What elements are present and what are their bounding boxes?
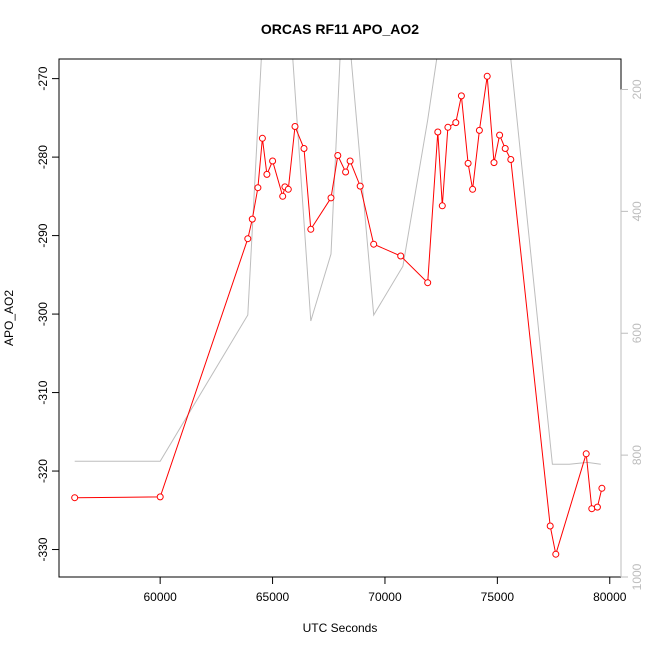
data-point [588, 505, 596, 513]
data-point [356, 182, 364, 190]
y-tick-label: -320 [36, 459, 50, 483]
x-tick-label: 60000 [143, 590, 177, 604]
data-point [71, 494, 79, 502]
y-tick-label: -310 [36, 380, 50, 404]
data-point [496, 131, 504, 139]
x-tick-label: 65000 [256, 590, 290, 604]
data-point [552, 550, 560, 558]
data-point [346, 157, 354, 165]
data-point [244, 235, 252, 243]
secondary-series [74, 59, 601, 465]
data-point [327, 194, 335, 202]
data-point [475, 126, 483, 134]
data-point [501, 145, 509, 152]
data-point [254, 184, 262, 192]
series-line [74, 76, 603, 555]
data-point [342, 168, 350, 176]
y2-axis: 200 400 600 800 1000 [620, 79, 644, 590]
x-axis-label: UTC Seconds [303, 621, 378, 635]
data-point [469, 185, 477, 193]
y2-tick-label: 800 [630, 445, 644, 465]
y-tick-label: -290 [36, 223, 50, 247]
x-tick-label: 70000 [368, 590, 402, 604]
data-point [598, 484, 606, 492]
data-point [593, 503, 601, 511]
y2-tick-label: 1000 [630, 563, 644, 590]
data-point [291, 123, 299, 130]
data-point [483, 72, 491, 80]
y2-tick-label: 400 [630, 201, 644, 221]
data-point [300, 145, 308, 152]
data-point [307, 225, 315, 233]
y-tick-label: -280 [36, 145, 50, 169]
data-point [582, 450, 590, 458]
y-tick-label: -300 [36, 302, 50, 326]
data-point [452, 119, 460, 127]
data-point [263, 170, 271, 178]
data-point [156, 493, 164, 501]
data-point [438, 202, 446, 210]
x-tick-label: 80000 [593, 590, 627, 604]
y-axis: -330 -320 -310 -300 -290 -280 -270 [36, 66, 60, 562]
data-point [269, 157, 277, 165]
data-point [546, 522, 554, 530]
y-axis-label: APO_AO2 [2, 290, 16, 346]
data-point [258, 134, 266, 142]
data-point [370, 240, 378, 248]
primary-series [71, 72, 606, 558]
data-point [334, 152, 342, 159]
y-tick-label: -330 [36, 537, 50, 561]
data-point [444, 123, 452, 131]
y2-tick-label: 200 [630, 79, 644, 99]
data-point [490, 159, 498, 167]
data-point [284, 185, 292, 193]
data-point [279, 192, 287, 200]
y2-tick-label: 600 [630, 323, 644, 343]
data-point [457, 92, 465, 100]
data-point [434, 128, 442, 136]
x-axis: 60000 65000 70000 75000 80000 [143, 576, 627, 604]
data-point [424, 279, 432, 287]
data-point [464, 159, 472, 167]
plot-frame [58, 58, 622, 578]
y-tick-label: -270 [36, 66, 50, 90]
data-point [248, 215, 256, 223]
data-point [397, 252, 405, 260]
secondary-series-line [74, 59, 601, 465]
x-tick-label: 75000 [481, 590, 515, 604]
data-point [507, 156, 515, 163]
chart-title: ORCAS RF11 APO_AO2 [261, 21, 419, 37]
